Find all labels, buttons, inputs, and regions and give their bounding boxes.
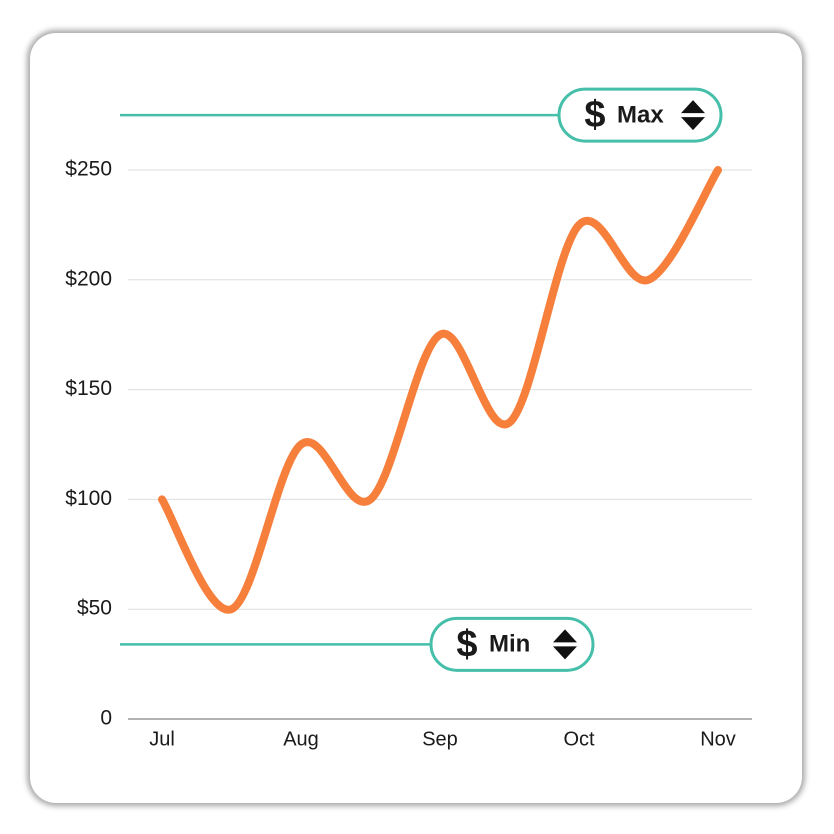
y-tick-label: $50 — [77, 597, 112, 620]
threshold-label: Min — [489, 631, 530, 658]
dollar-icon: $ — [456, 623, 477, 665]
spinner-down[interactable] — [553, 646, 577, 660]
threshold-control[interactable]: $ Min — [429, 616, 595, 672]
threshold-pill[interactable] — [429, 616, 595, 672]
data-line — [158, 166, 722, 614]
y-tick-label: 0 — [100, 707, 112, 730]
y-tick-label: $200 — [65, 267, 112, 290]
threshold-control[interactable]: $ Max — [557, 87, 723, 143]
x-tick-label: Jul — [149, 728, 175, 750]
y-tick-label: $100 — [65, 487, 112, 510]
chart-card — [30, 33, 802, 803]
x-tick-label: Oct — [563, 728, 595, 750]
spinner-up[interactable] — [553, 629, 577, 643]
x-tick-label: Aug — [283, 728, 319, 750]
y-tick-label: $250 — [65, 158, 112, 181]
spinner-up[interactable] — [681, 100, 705, 114]
y-tick-label: $150 — [65, 377, 112, 400]
spinner-down[interactable] — [681, 117, 705, 131]
threshold-pill[interactable] — [557, 87, 723, 143]
x-tick-label: Nov — [700, 728, 736, 750]
threshold-label: Max — [617, 101, 664, 128]
x-tick-label: Sep — [422, 728, 458, 750]
dollar-icon: $ — [584, 94, 605, 136]
